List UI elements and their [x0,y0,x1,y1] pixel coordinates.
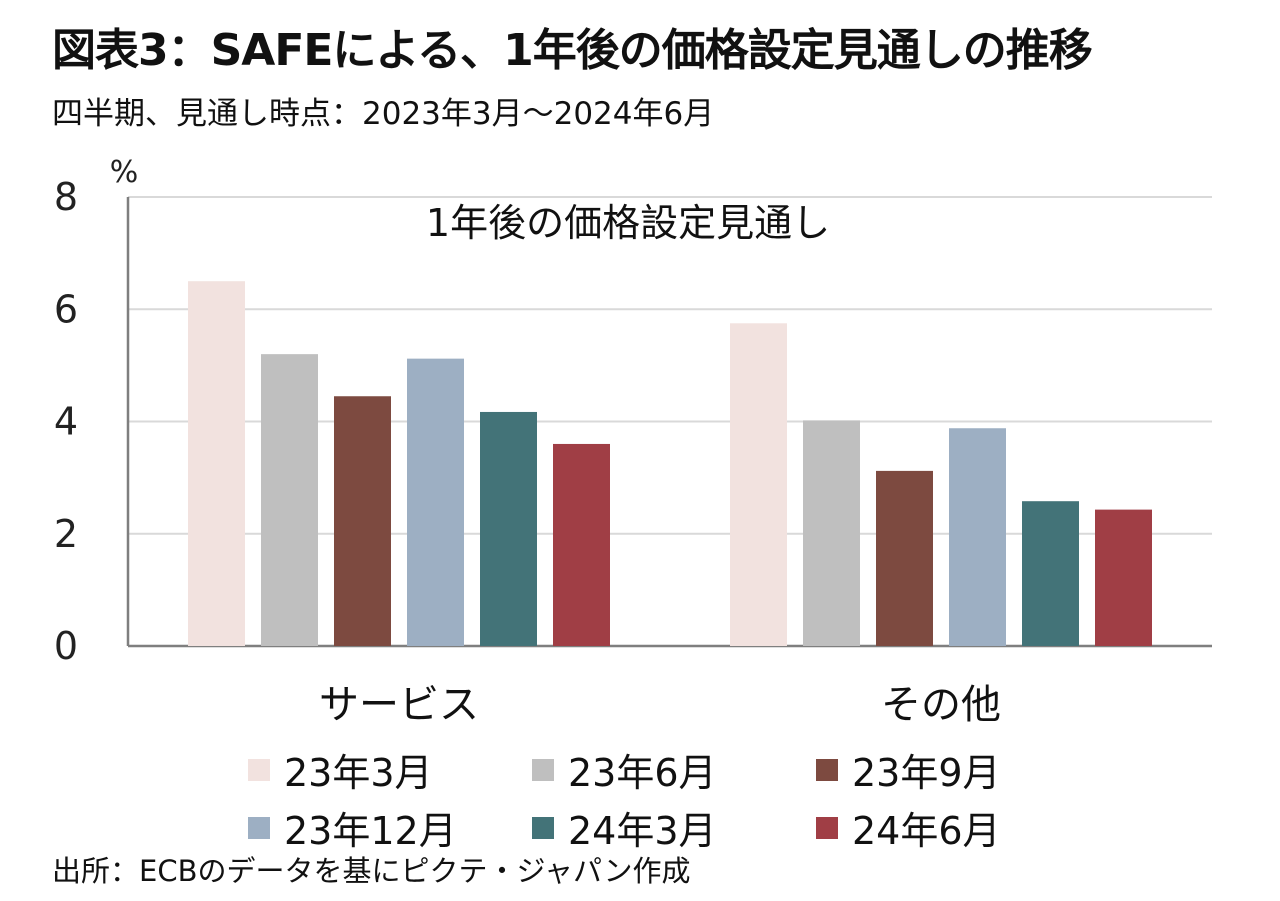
chart-title: 1年後の価格設定見通し [426,201,830,245]
y-tick-label: 6 [54,287,78,331]
bar [876,470,933,646]
y-tick-label: 2 [54,512,78,556]
bar [188,281,245,646]
y-tick-label: 8 [54,175,78,219]
bar [1022,501,1079,646]
bar [730,323,787,646]
bar [949,428,1006,646]
y-tick-label: 4 [54,400,78,444]
page-title: 図表3：SAFEによる、1年後の価格設定見通しの推移 [52,25,1093,76]
bar [803,420,860,646]
bar [1095,509,1152,646]
x-tick-label: サービス [319,682,479,728]
page-subtitle: 四半期、見通し時点：2023年3月～2024年6月 [52,96,715,132]
bar [553,443,610,646]
y-axis-label: % [110,155,139,190]
bar [480,411,537,646]
x-tick-label: その他 [881,682,1001,728]
bar [407,358,464,646]
bar [334,396,391,646]
y-tick-label: 0 [54,624,78,668]
bar [261,354,318,646]
source-note: 出所：ECBのデータを基にピクテ・ジャパン作成 [52,854,691,888]
